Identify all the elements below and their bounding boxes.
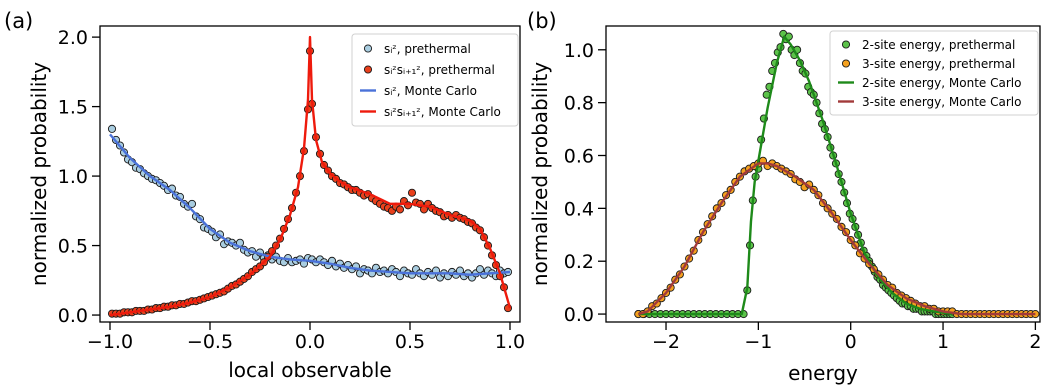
data-point [187,199,197,208]
legend-entry: sᵢᶻ, prethermal [384,42,471,56]
y-tick-label: 2.0 [58,27,88,49]
legend-entry: 2-site energy, prethermal [862,38,1015,52]
series-3-line [109,35,512,317]
y-tick-label: 0.5 [58,236,88,258]
x-tick-label: 0 [845,331,857,353]
series-3-line [637,162,1036,316]
legend-entry: sᵢᶻ, Monte Carlo [384,84,477,98]
panel-a: (a) −1.0 −0.5 0.0 0.5 1.0 0.0 0.5 1.0 1.5 2.0 local… [4,9,525,382]
legend-box [829,30,1039,116]
y-tick-label: 0.8 [564,93,594,115]
y-tick-label: 1.0 [58,166,88,188]
y-tick-label: 1.5 [58,97,88,119]
x-tick-label: 2 [1029,331,1041,353]
y-tick-label: 0.4 [564,198,594,220]
y-tick-label: 0.0 [564,304,594,326]
x-tick-label: −0.5 [187,331,233,353]
x-axis-label: energy [788,361,858,385]
series-2-line [638,35,953,316]
series-0-points [107,124,513,282]
y-axis-label: normalized probability [528,62,552,286]
legend-entry: 2-site energy, Monte Carlo [862,76,1021,90]
x-tick-label: 0.0 [295,331,325,353]
legend-marker [363,65,373,74]
x-tick-label: 1 [937,331,949,353]
x-tick-label: 0.5 [395,331,425,353]
legend: sᵢᶻ, prethermal sᵢᶻsᵢ₊₁ᶻ, prethermal sᵢᶻ, … [351,33,519,127]
x-axis-label: local observable [228,358,392,382]
axes-frame [605,25,1041,323]
x-tick-label: −1.0 [87,331,133,353]
data-point [107,124,117,133]
y-axis-label: normalized probability [27,62,51,286]
legend-marker [363,44,373,53]
legend-box [351,33,519,127]
x-tick-label: −1 [744,331,772,353]
y-tick-label: 0.2 [564,251,594,273]
panel-label: (a) [4,9,33,33]
data-point [475,265,485,274]
legend-entry: sᵢᶻsᵢ₊₁ᶻ, prethermal [384,63,495,77]
series-2-line [109,133,511,276]
panel-label: (b) [527,9,557,33]
series-1-points [634,156,1040,319]
legend: 2-site energy, prethermal 3-site energy, … [829,30,1039,116]
data-point [407,188,417,197]
x-tick-label: 1.0 [495,331,525,353]
legend-entry: 3-site energy, prethermal [862,57,1015,71]
legend-marker [841,40,851,49]
data-point [395,205,405,214]
panel-b: (b) −2 −1 0 1 2 0.0 0.2 0.4 0.6 0.8 1.0 energy normal… [527,9,1041,385]
legend-marker [841,59,851,68]
legend-entry: sᵢᶻsᵢ₊₁ᶻ, Monte Carlo [384,105,501,119]
y-tick-label: 1.0 [564,40,594,62]
x-tick-label: −2 [652,331,680,353]
y-tick-label: 0.6 [564,146,594,168]
legend-entry: 3-site energy, Monte Carlo [862,95,1021,109]
y-tick-label: 0.0 [58,305,88,327]
